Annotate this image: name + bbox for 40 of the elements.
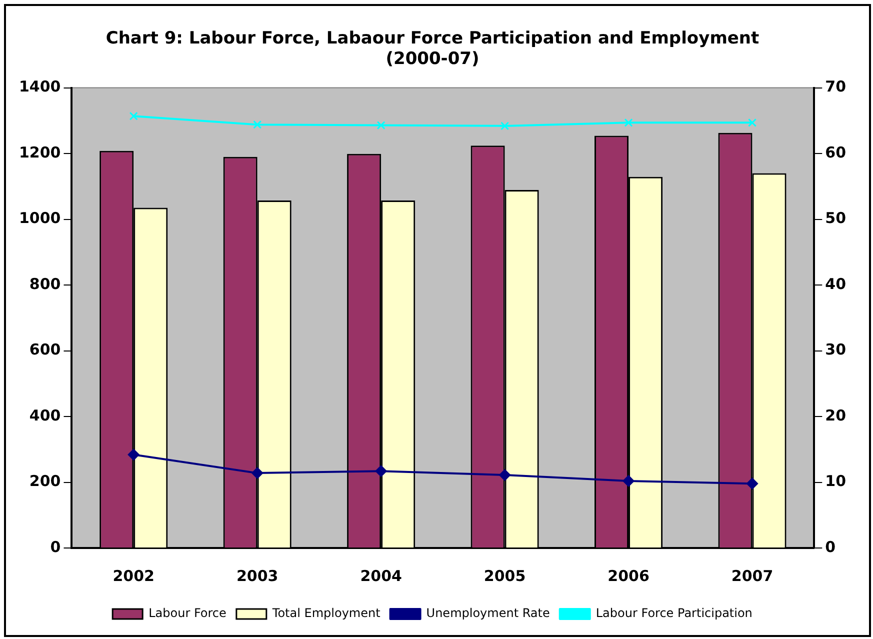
- y-tick-label: 1000: [19, 209, 61, 228]
- y2-tick-label: 10: [825, 472, 846, 490]
- y2-tick-label: 70: [825, 78, 846, 96]
- legend-label: Unemployment Rate: [426, 606, 550, 620]
- point: [128, 448, 140, 460]
- y2-tick-label: 30: [825, 340, 846, 359]
- legend-label: Labour Force Participation: [596, 606, 752, 620]
- point: [129, 112, 138, 120]
- y2-tick-label: 20: [825, 406, 846, 424]
- y-tick-label: 400: [29, 406, 61, 424]
- point: [500, 122, 510, 130]
- y-tick-label: 0: [50, 538, 61, 556]
- y2-tick-label: 0: [825, 538, 836, 556]
- y-tick-label: 1200: [19, 143, 61, 162]
- point: [252, 467, 264, 479]
- point: [375, 465, 387, 477]
- point: [746, 478, 758, 490]
- y-tick-label: 1400: [19, 78, 61, 96]
- y-tick-label: 600: [29, 340, 61, 359]
- y2-tick-label: 60: [825, 143, 846, 162]
- point: [499, 469, 511, 481]
- y2-tick-label: 50: [825, 209, 846, 228]
- x-tick-label: 2005: [484, 566, 526, 585]
- x-tick-label: 2004: [360, 566, 402, 585]
- x-tick-label: 2003: [236, 566, 278, 585]
- chart-subtitle: (2000-07): [386, 49, 480, 70]
- point: [624, 118, 633, 127]
- y-tick-label: 800: [29, 274, 61, 293]
- x-tick-label: 2002: [112, 566, 154, 585]
- x-tick-label: 2007: [731, 566, 774, 585]
- y2-tick-label: 40: [825, 274, 846, 293]
- x-tick-label: 2006: [608, 566, 650, 585]
- legend-label: Labour Force: [148, 606, 226, 620]
- point: [376, 120, 386, 130]
- point: [253, 120, 262, 129]
- point: [622, 475, 634, 487]
- chart-title: Chart 9: Labour Force, Labaour Force Participation and Employment: [106, 28, 760, 49]
- point: [748, 118, 757, 127]
- legend-label: Total Employment: [271, 606, 381, 620]
- y-tick-label: 200: [29, 472, 61, 490]
